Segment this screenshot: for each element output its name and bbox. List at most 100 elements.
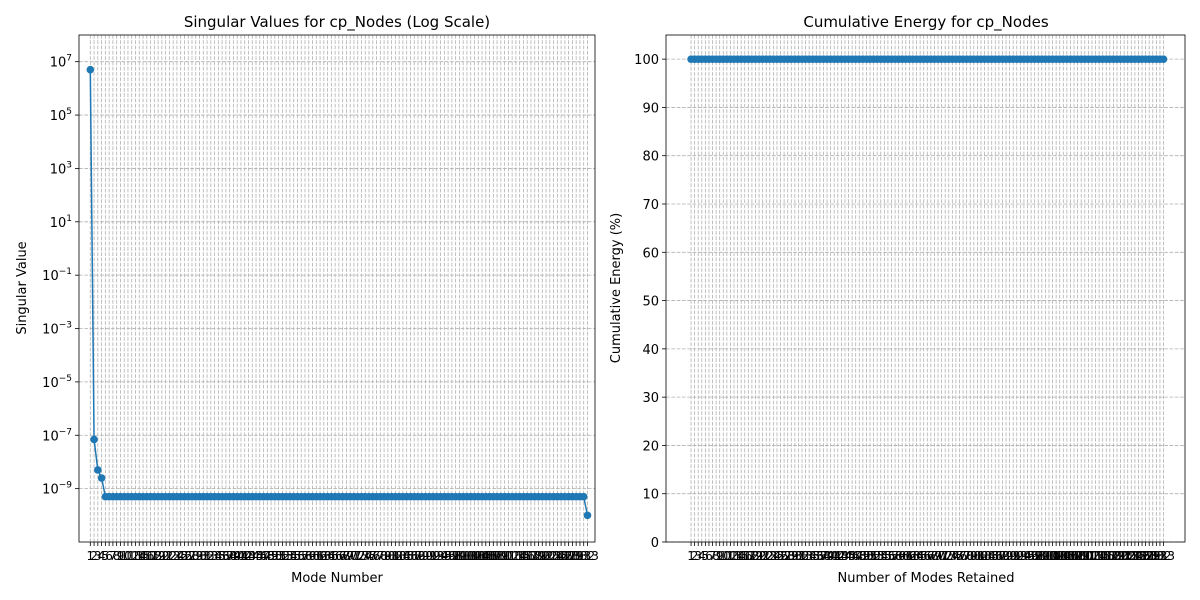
right-x-tick-label: 61 bbox=[898, 549, 913, 563]
left-x-tick-label: 50 bbox=[267, 549, 282, 563]
right-x-tick-label: 19 bbox=[748, 549, 763, 563]
right-x-tick-label: 21 bbox=[755, 549, 770, 563]
left-x-tick-label: 53 bbox=[279, 549, 294, 563]
left-x-tick-label: 43 bbox=[241, 549, 256, 563]
left-x-tick-label: 11 bbox=[120, 549, 135, 563]
left-x-tick-label: 42 bbox=[237, 549, 252, 563]
left-x-tick-label: 67 bbox=[331, 549, 346, 563]
left-x-tick-label: 123 bbox=[538, 549, 561, 563]
right-x-tick-label: 125 bbox=[1123, 549, 1146, 563]
right-x-tick-label: 31 bbox=[791, 549, 806, 563]
right-x-tick-label: 58 bbox=[887, 549, 902, 563]
right-x-tick-label: 64 bbox=[909, 549, 924, 563]
right-x-tick-label: 127 bbox=[1131, 549, 1154, 563]
left-x-tick-label: 56 bbox=[290, 549, 305, 563]
left-x-tick-label: 47 bbox=[256, 549, 271, 563]
right-y-tick-label: 80 bbox=[642, 150, 659, 165]
right-x-tick-label: 28 bbox=[780, 549, 795, 563]
left-x-tick-label: 97 bbox=[444, 549, 459, 563]
left-x-tick-label: 105 bbox=[471, 549, 494, 563]
left-x-tick-label: 62 bbox=[312, 549, 327, 563]
cumulative-energy-chart: 1234567891011121314151617181920212223242… bbox=[609, 13, 1186, 586]
left-x-tick-label: 26 bbox=[177, 549, 192, 563]
right-x-tick-label: 110 bbox=[1070, 549, 1093, 563]
right-x-tick-label: 91 bbox=[1006, 549, 1021, 563]
right-x-tick-label: 86 bbox=[988, 549, 1003, 563]
left-series bbox=[86, 65, 592, 520]
left-x-tick-label: 79 bbox=[376, 549, 391, 563]
left-x-tick-label: 38 bbox=[222, 549, 237, 563]
left-x-tick-label: 30 bbox=[192, 549, 207, 563]
right-ticks: 1234567891011121314151617181920212223242… bbox=[634, 53, 1175, 563]
left-x-tick-label: 125 bbox=[546, 549, 569, 563]
left-x-tick-label: 45 bbox=[248, 549, 263, 563]
left-x-tick-label: 130 bbox=[565, 549, 588, 563]
right-x-tick-label: 130 bbox=[1141, 549, 1164, 563]
left-x-tick-label: 75 bbox=[361, 549, 376, 563]
right-y-tick-label: 30 bbox=[642, 391, 659, 406]
left-x-tick-label: 112 bbox=[497, 549, 520, 563]
right-x-tick-label: 16 bbox=[737, 549, 752, 563]
right-x-tick-label: 33 bbox=[798, 549, 813, 563]
right-x-tick-label: 65 bbox=[912, 549, 927, 563]
right-x-tick-label: 112 bbox=[1077, 549, 1100, 563]
right-x-tick-label: 70 bbox=[930, 549, 945, 563]
right-x-tick-label: 49 bbox=[855, 549, 870, 563]
right-x-tick-label: 38 bbox=[816, 549, 831, 563]
right-x-tick-label: 26 bbox=[773, 549, 788, 563]
right-x-tick-label: 44 bbox=[837, 549, 852, 563]
right-x-tick-label: 57 bbox=[884, 549, 899, 563]
right-x-tick-label: 54 bbox=[873, 549, 888, 563]
left-x-tick-label: 85 bbox=[399, 549, 414, 563]
left-x-tick-label: 76 bbox=[365, 549, 380, 563]
left-x-tick-label: 127 bbox=[553, 549, 576, 563]
left-x-tick-label: 98 bbox=[448, 549, 463, 563]
right-x-tick-label: 103 bbox=[1045, 549, 1068, 563]
right-axes-frame bbox=[665, 34, 1186, 543]
right-x-tick-label: 60 bbox=[895, 549, 910, 563]
left-x-tick-label: 18 bbox=[147, 549, 162, 563]
right-y-tick-label: 10 bbox=[642, 488, 659, 503]
left-x-tick-label: 90 bbox=[418, 549, 433, 563]
right-y-tick-label: 90 bbox=[642, 101, 659, 116]
left-x-tick-label: 99 bbox=[452, 549, 467, 563]
left-x-tick-label: 63 bbox=[316, 549, 331, 563]
right-x-tick-label: 2 bbox=[691, 549, 699, 563]
left-x-tick-label: 10 bbox=[117, 549, 132, 563]
right-x-tick-label: 82 bbox=[973, 549, 988, 563]
right-x-tick-label: 124 bbox=[1120, 549, 1143, 563]
right-x-tick-label: 83 bbox=[977, 549, 992, 563]
right-x-tick-label: 133 bbox=[1152, 549, 1175, 563]
right-x-tick-label: 18 bbox=[744, 549, 759, 563]
right-x-tick-label: 99 bbox=[1034, 549, 1049, 563]
right-x-tick-label: 43 bbox=[834, 549, 849, 563]
left-x-tick-label: 59 bbox=[301, 549, 316, 563]
right-x-tick-label: 132 bbox=[1148, 549, 1171, 563]
left-x-tick-label: 35 bbox=[211, 549, 226, 563]
right-x-tick-label: 98 bbox=[1031, 549, 1046, 563]
right-x-tick-label: 75 bbox=[948, 549, 963, 563]
right-x-tick-label: 67 bbox=[920, 549, 935, 563]
right-x-tick-label: 3 bbox=[694, 549, 702, 563]
left-x-tick-label: 44 bbox=[245, 549, 260, 563]
right-x-tick-label: 7 bbox=[709, 549, 717, 563]
left-x-tick-label: 34 bbox=[207, 549, 222, 563]
left-x-tick-label: 106 bbox=[474, 549, 497, 563]
left-x-tick-label: 94 bbox=[433, 549, 448, 563]
right-y-tick-label: 0 bbox=[651, 536, 659, 551]
right-x-tick-label: 101 bbox=[1038, 549, 1061, 563]
left-y-tick-label: 101 bbox=[50, 214, 72, 231]
right-x-tick-label: 116 bbox=[1091, 549, 1114, 563]
right-x-tick-label: 24 bbox=[766, 549, 781, 563]
left-x-tick-label: 78 bbox=[373, 549, 388, 563]
left-data-point bbox=[94, 466, 102, 474]
right-x-tick-label: 10 bbox=[716, 549, 731, 563]
right-x-tick-label: 74 bbox=[945, 549, 960, 563]
right-x-tick-label: 47 bbox=[848, 549, 863, 563]
left-x-tick-label: 92 bbox=[425, 549, 440, 563]
right-x-tick-label: 71 bbox=[934, 549, 949, 563]
right-x-tick-label: 42 bbox=[830, 549, 845, 563]
right-x-tick-label: 41 bbox=[827, 549, 842, 563]
right-x-tick-label: 25 bbox=[769, 549, 784, 563]
left-x-tick-label: 89 bbox=[414, 549, 429, 563]
